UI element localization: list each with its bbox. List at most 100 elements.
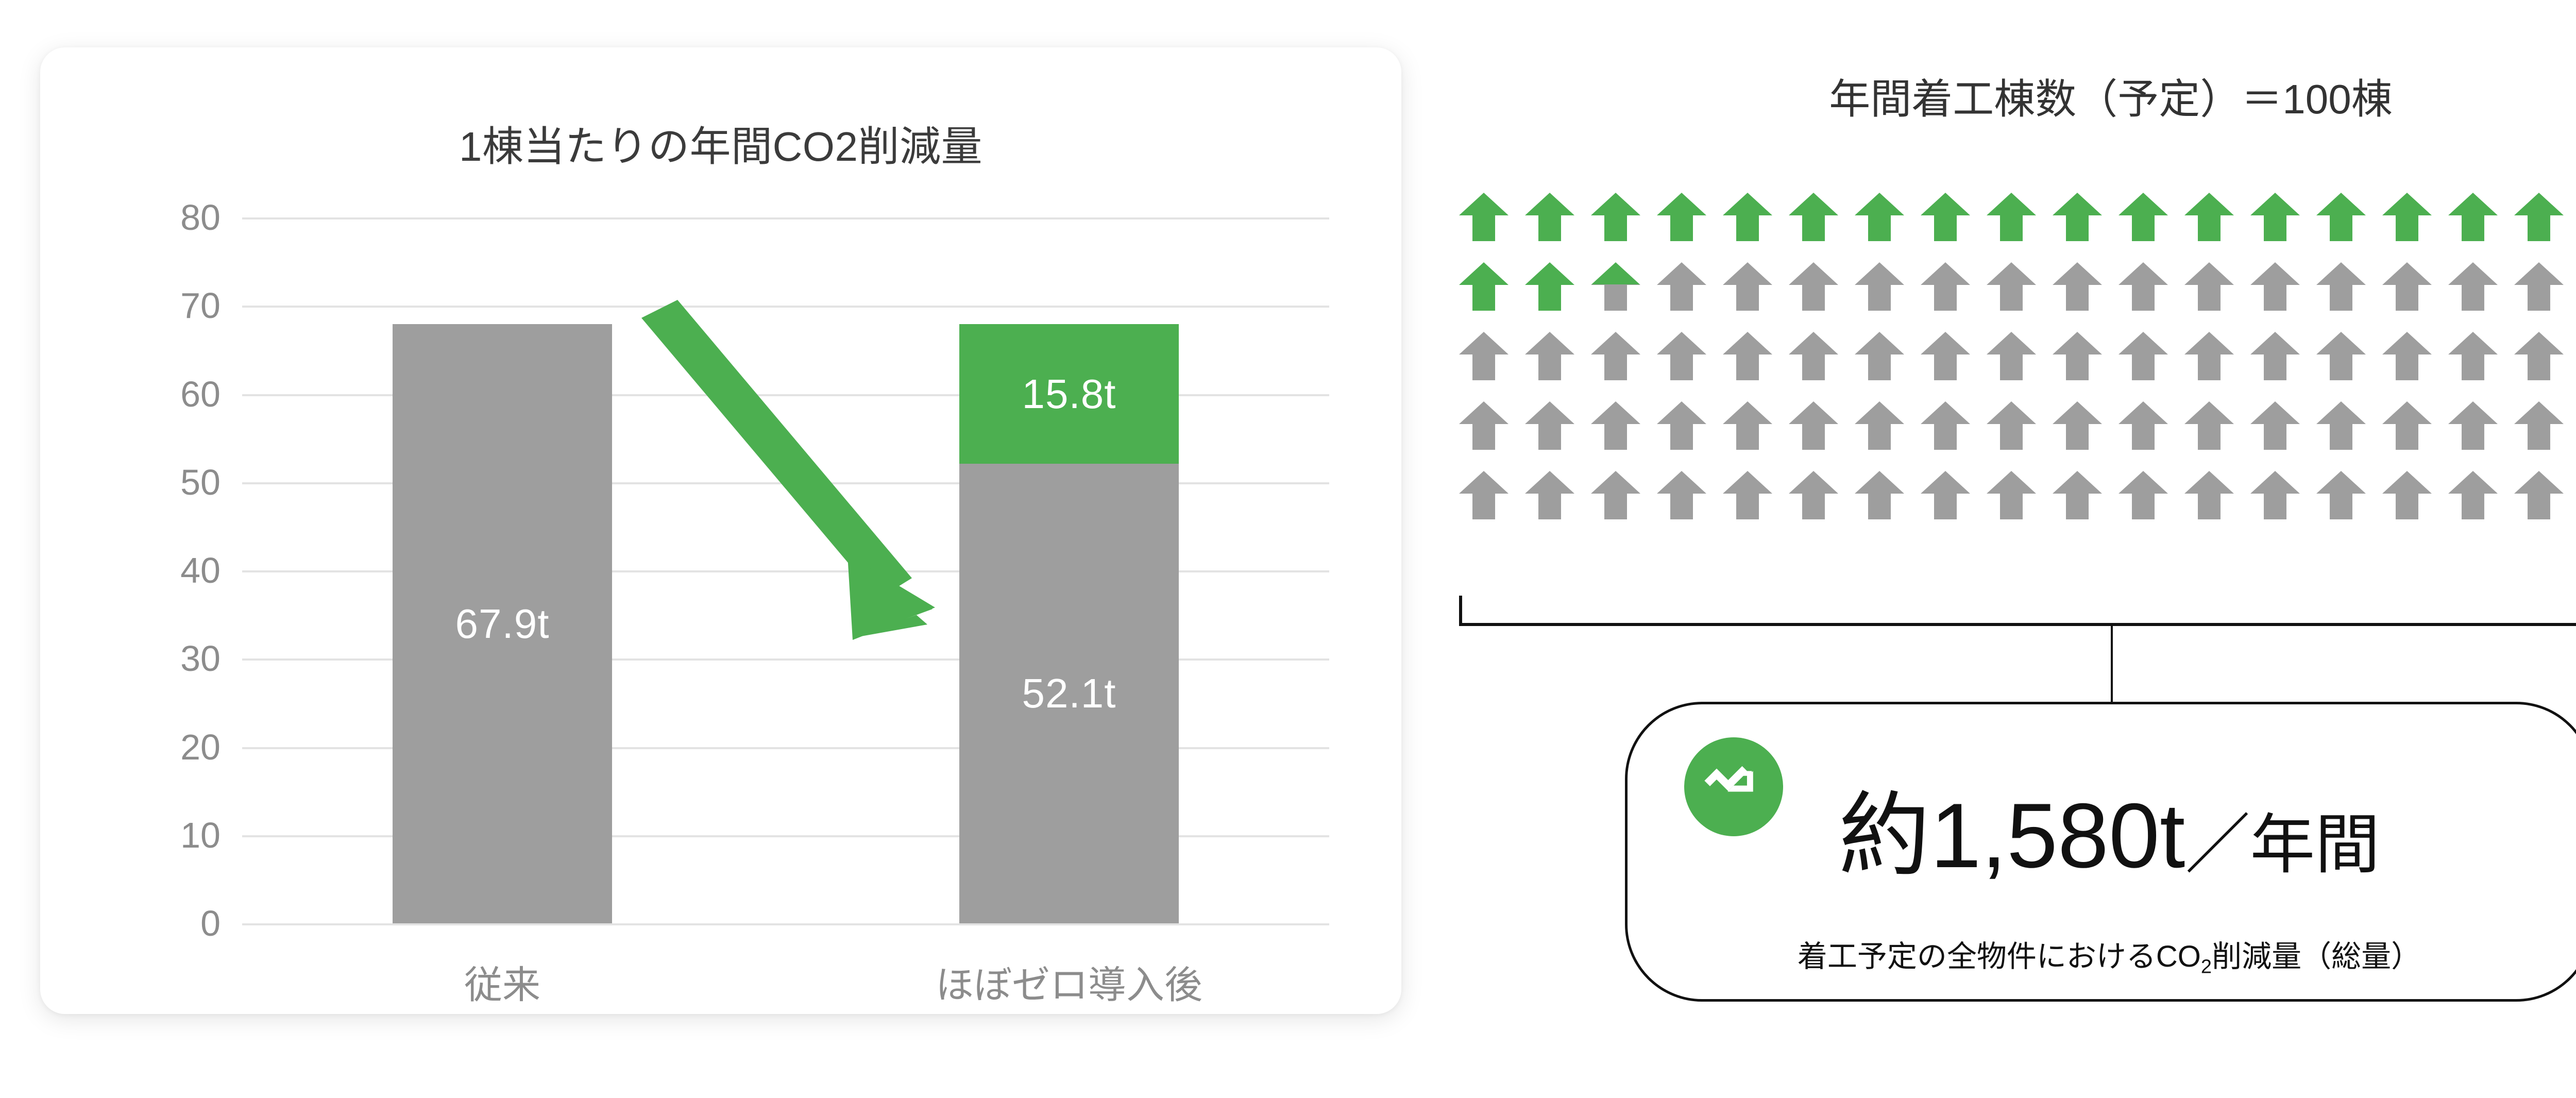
house-icon	[1722, 261, 1773, 313]
bar-label-conventional: 67.9t	[455, 600, 550, 647]
callout-value: 約1,580t	[1838, 784, 2185, 887]
house-icon	[2052, 331, 2103, 382]
house-icon	[2315, 261, 2367, 313]
house-icon	[1788, 261, 1839, 313]
house-icon	[2381, 261, 2433, 313]
bar-segment-nearlyzero-green: 15.8t	[959, 324, 1179, 464]
gridline-70	[242, 306, 1329, 308]
bar-nearly-zero[interactable]: 52.1t 15.8t	[959, 324, 1179, 923]
house-icon	[2447, 331, 2499, 382]
house-icon	[1458, 192, 1510, 243]
callout-subtitle-sub: 2	[2200, 956, 2212, 978]
callout-main-value: 約1,580t／年間	[1628, 790, 2576, 882]
house-row	[1458, 400, 2576, 452]
y-tick-label-20: 20	[180, 727, 221, 767]
house-icon	[1920, 331, 1971, 382]
callout-unit: ／年間	[2185, 808, 2380, 881]
house-icon	[1590, 470, 1641, 521]
house-icon	[1722, 192, 1773, 243]
gridline-10	[242, 835, 1329, 837]
house-icon	[1986, 400, 2037, 452]
house-row	[1458, 261, 2576, 313]
y-tick-label-30: 30	[180, 638, 221, 679]
x-axis-label-nearly-zero: ほぼゼロ導入後	[936, 964, 1202, 1006]
house-icon	[1986, 331, 2037, 382]
house-icon	[1524, 400, 1575, 452]
house-icon	[1854, 470, 1905, 521]
x-axis-label-conventional: 従来	[464, 964, 540, 1006]
house-icon	[1590, 261, 1641, 313]
house-icon	[2117, 261, 2169, 313]
house-icon	[1788, 470, 1839, 521]
bar-segment-nearlyzero-gray: 52.1t	[959, 463, 1179, 923]
gridline-20	[242, 747, 1329, 749]
house-icon	[2117, 192, 2169, 243]
house-icon	[1986, 470, 2037, 521]
house-icon	[2447, 192, 2499, 243]
house-icon	[1722, 331, 1773, 382]
callout-subtitle: 着工予定の全物件におけるCO2削減量（総量）	[1628, 932, 2576, 978]
y-tick-label-80: 80	[180, 197, 221, 238]
house-icon	[1524, 261, 1575, 313]
house-icon	[1854, 400, 1905, 452]
house-icon	[1524, 192, 1575, 243]
house-icon	[2447, 470, 2499, 521]
gridline-30	[242, 658, 1329, 661]
trend-down-icon	[1684, 737, 1783, 836]
house-icon	[1590, 331, 1641, 382]
house-icon	[1656, 261, 1707, 313]
house-icon	[1986, 192, 2037, 243]
house-icon	[2183, 400, 2235, 452]
callout-subtitle-suffix: 削減量（総量）	[2212, 940, 2421, 973]
house-icon	[2183, 261, 2235, 313]
gridline-80	[242, 217, 1329, 219]
house-icon	[2381, 400, 2433, 452]
house-icon	[2249, 400, 2301, 452]
house-icon	[2052, 261, 2103, 313]
house-icon	[2249, 470, 2301, 521]
house-icon	[2117, 400, 2169, 452]
house-icon	[1656, 470, 1707, 521]
gridline-0	[242, 923, 1329, 925]
house-icon	[2513, 331, 2565, 382]
house-icon	[1788, 400, 1839, 452]
house-icon	[1986, 261, 2037, 313]
bar-segment-conventional-gray: 67.9t	[393, 324, 612, 923]
chart-plot-area: 80 70 60 50 40 30 20 10 0 67.9t 52.1t	[180, 197, 1329, 1006]
houses-title: 年間着工棟数（予定）＝100棟	[1829, 76, 2393, 122]
house-icon	[1458, 261, 1510, 313]
house-icon	[1656, 400, 1707, 452]
y-tick-label-70: 70	[180, 285, 221, 326]
house-icon	[2381, 470, 2433, 521]
chart-title: 1棟当たりの年間CO2削減量	[459, 124, 982, 170]
house-icon	[1788, 331, 1839, 382]
house-icon	[1722, 470, 1773, 521]
y-tick-label-0: 0	[200, 903, 221, 943]
house-icon	[1854, 261, 1905, 313]
house-icon	[2513, 400, 2565, 452]
house-icon	[1854, 331, 1905, 382]
house-icon	[2315, 192, 2367, 243]
y-tick-label-50: 50	[180, 462, 221, 502]
house-icon	[1458, 331, 1510, 382]
house-icon	[1656, 192, 1707, 243]
house-row	[1458, 192, 2576, 243]
house-icon	[2315, 470, 2367, 521]
grid-bracket	[1459, 596, 2576, 629]
y-tick-label-40: 40	[180, 550, 221, 590]
house-icon	[2249, 192, 2301, 243]
house-icon	[1656, 331, 1707, 382]
house-icon	[1920, 192, 1971, 243]
y-tick-label-60: 60	[180, 374, 221, 414]
house-icon	[1920, 261, 1971, 313]
house-icon	[2513, 192, 2565, 243]
house-icon	[2249, 331, 2301, 382]
house-icon	[2381, 192, 2433, 243]
bar-conventional[interactable]: 67.9t	[393, 324, 612, 923]
house-icon	[2183, 331, 2235, 382]
callout-subtitle-prefix: 着工予定の全物件におけるCO	[1797, 940, 2201, 973]
house-icon	[2052, 192, 2103, 243]
house-row	[1458, 331, 2576, 382]
house-icon	[2249, 261, 2301, 313]
